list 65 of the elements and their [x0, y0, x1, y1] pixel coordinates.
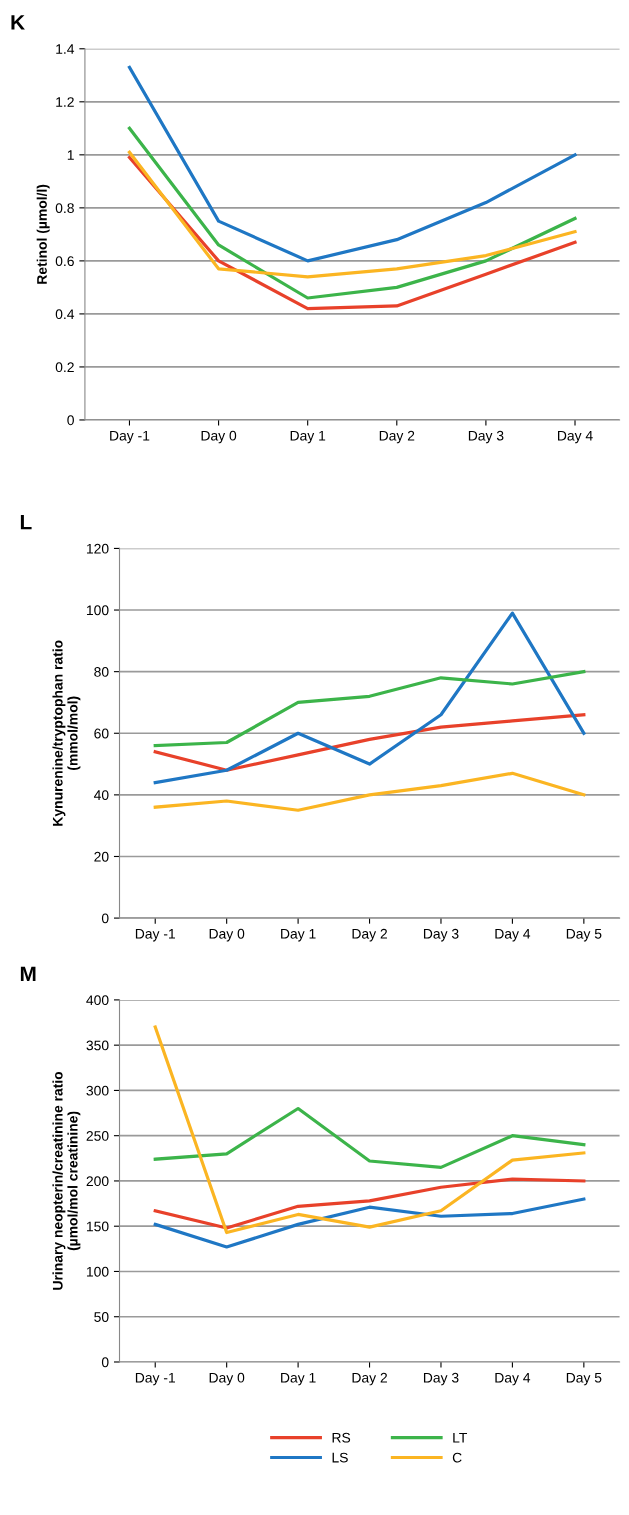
y-tick-label: 400 [86, 995, 109, 1006]
y-tick-label: 0.2 [55, 362, 74, 373]
line-series [153, 1197, 586, 1249]
y-tick-label: 120 [86, 543, 109, 554]
line-series [153, 771, 586, 812]
y-tick-label: 250 [86, 1131, 109, 1141]
legend-label: LS [332, 1452, 348, 1463]
x-tick-label: Day 5 [566, 929, 602, 942]
y-tick-label: 50 [94, 1312, 109, 1322]
y-axis-title: Kynurenine/tryptophan ratio (mmol/mol) [52, 640, 81, 826]
y-tick-label: 100 [86, 1266, 109, 1277]
line-series [153, 670, 586, 748]
x-tick-label: Day 2 [379, 430, 415, 444]
y-tick-label: 20 [94, 851, 109, 862]
y-tick-label: 0 [101, 913, 109, 924]
x-tick-label: Day 3 [468, 430, 504, 444]
x-tick-label: Day 3 [423, 1372, 459, 1386]
y-axis-title: Retinol (µmol/l) [36, 184, 50, 284]
y-tick-label: 1.4 [56, 44, 75, 54]
x-tick-label: Day 0 [201, 430, 237, 444]
x-tick-label: Day 2 [352, 928, 387, 942]
line-series [153, 1025, 586, 1235]
line-series [153, 1106, 586, 1169]
legend-label: RS [332, 1432, 351, 1443]
x-tick-label: Day -1 [135, 1372, 175, 1386]
legend-label: LT [453, 1432, 468, 1443]
line-series [153, 611, 586, 785]
chart-title: K [11, 15, 25, 30]
chart-title: L [20, 514, 32, 530]
line-series [153, 1177, 586, 1230]
y-tick-label: 350 [86, 1040, 109, 1051]
x-tick-label: Day -1 [135, 929, 175, 942]
y-tick-label: 0.6 [55, 256, 74, 267]
line-series [127, 126, 577, 300]
y-tick-label: 100 [86, 605, 109, 616]
x-tick-label: Day 1 [290, 430, 326, 444]
line-series [127, 65, 577, 263]
y-tick-label: 60 [94, 728, 109, 739]
x-tick-label: Day 4 [495, 929, 531, 942]
legend-label: C [452, 1452, 462, 1463]
x-tick-label: Day 0 [209, 928, 245, 942]
y-tick-label: 80 [94, 666, 109, 677]
x-tick-label: Day 0 [209, 1372, 245, 1386]
y-tick-label: 0 [67, 415, 74, 426]
y-tick-label: 0 [101, 1357, 109, 1368]
x-tick-label: Day -1 [110, 430, 150, 444]
x-tick-label: Day 1 [281, 1372, 316, 1386]
x-tick-label: Day 3 [423, 928, 459, 942]
x-tick-label: Day 2 [352, 1372, 387, 1386]
y-axis-title: Urinary neopterin/creatinine ratio (µmol/mol creatinine) [52, 1071, 81, 1290]
y-tick-label: 150 [86, 1221, 109, 1232]
y-tick-label: 300 [86, 1085, 109, 1096]
y-tick-label: 1 [67, 150, 74, 160]
x-tick-label: Day 1 [281, 929, 316, 942]
chart-title: M [20, 966, 36, 982]
y-tick-label: 0.8 [55, 203, 74, 214]
x-tick-label: Day 4 [558, 430, 593, 444]
line-series [127, 150, 577, 279]
y-tick-label: 0.4 [55, 309, 75, 320]
line-series [153, 713, 586, 772]
x-tick-label: Day 5 [566, 1372, 602, 1386]
y-tick-label: 40 [93, 790, 109, 801]
y-tick-label: 200 [86, 1176, 109, 1187]
y-tick-label: 1.2 [56, 97, 74, 107]
x-tick-label: Day 4 [495, 1372, 531, 1386]
